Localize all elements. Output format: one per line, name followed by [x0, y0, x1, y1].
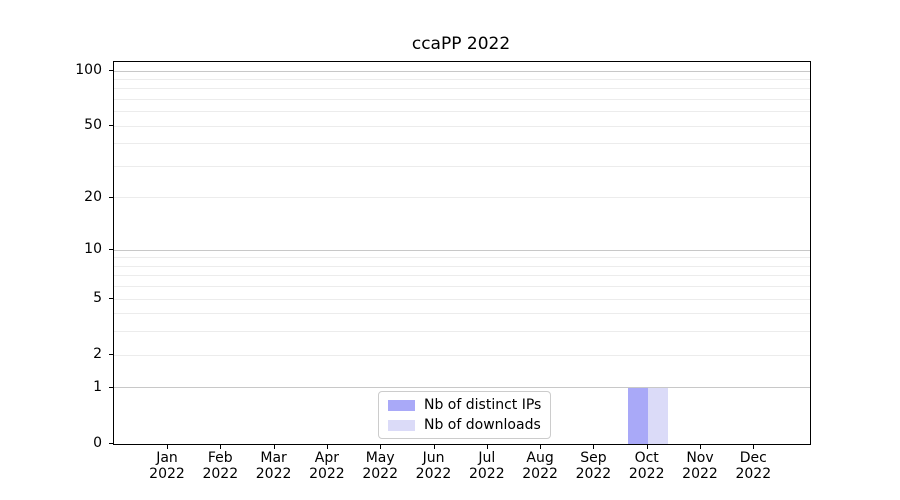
- y-gridline: [114, 125, 810, 127]
- y-gridline: [114, 387, 810, 389]
- x-tick-year: 2022: [682, 466, 718, 482]
- x-tick-month: Dec: [739, 450, 767, 466]
- legend-swatch-downloads-icon: [388, 419, 415, 431]
- x-tick-label: Jul 2022: [454, 450, 520, 482]
- x-tick-month: May: [365, 450, 395, 466]
- x-tick-year: 2022: [362, 466, 398, 482]
- x-tick-year: 2022: [575, 466, 612, 482]
- x-tick-month: Jun: [422, 450, 445, 466]
- y-gridline-minor: [114, 166, 810, 167]
- y-tick-label: 5: [93, 290, 102, 307]
- x-tick: [273, 445, 275, 449]
- legend-item-downloads: Nb of downloads: [388, 417, 541, 433]
- y-gridline-minor: [114, 275, 810, 277]
- y-gridline: [114, 197, 810, 199]
- bar-distinct-ips-oct: [627, 387, 648, 444]
- plot-area: [113, 61, 811, 445]
- y-gridline-minor: [114, 88, 810, 90]
- x-tick-year: 2022: [149, 466, 185, 482]
- y-gridline: [114, 249, 810, 251]
- x-tick: [486, 445, 488, 449]
- x-tick: [326, 445, 328, 449]
- y-tick: [109, 196, 113, 198]
- y-tick: [109, 354, 113, 356]
- x-tick-year: 2022: [735, 466, 772, 482]
- y-gridline: [114, 298, 810, 300]
- y-tick-label: 10: [84, 241, 102, 258]
- y-tick: [109, 443, 113, 444]
- bar-downloads-oct: [647, 387, 668, 444]
- x-tick-month: Jul: [478, 450, 496, 466]
- x-tick-month: Sep: [580, 450, 607, 466]
- x-tick-label: Jun 2022: [401, 450, 467, 482]
- x-tick-label: Feb 2022: [187, 450, 253, 482]
- x-tick-year: 2022: [522, 466, 558, 482]
- legend-label-downloads: Nb of downloads: [424, 417, 541, 433]
- x-tick-month: Nov: [686, 450, 714, 466]
- y-tick-label: 0: [93, 435, 102, 451]
- y-gridline-minor: [114, 331, 810, 333]
- y-tick: [109, 298, 113, 300]
- x-tick: [593, 445, 595, 449]
- x-tick-label: Aug 2022: [507, 450, 573, 482]
- x-tick-label: Sep 2022: [560, 450, 626, 482]
- x-tick: [646, 445, 648, 449]
- x-tick-label: Oct 2022: [614, 450, 680, 482]
- x-tick-year: 2022: [415, 466, 452, 482]
- x-tick-month: Feb: [207, 450, 233, 466]
- y-tick: [109, 70, 113, 72]
- x-tick-year: 2022: [468, 466, 505, 482]
- x-tick: [753, 445, 755, 449]
- y-tick: [109, 249, 113, 251]
- x-tick: [700, 445, 701, 449]
- chart-title: ccaPP 2022: [411, 34, 511, 54]
- y-tick-label: 2: [93, 346, 102, 363]
- x-tick-year: 2022: [309, 466, 345, 482]
- x-tick-month: Jan: [156, 450, 178, 466]
- x-tick: [220, 445, 222, 449]
- y-tick-label: 1: [93, 378, 102, 395]
- x-tick-label: Apr 2022: [294, 450, 360, 482]
- x-tick-month: Mar: [260, 450, 287, 466]
- y-tick: [109, 125, 113, 127]
- y-gridline: [114, 354, 810, 356]
- x-tick-label: May 2022: [347, 450, 413, 482]
- legend-swatch-distinct-ips-icon: [388, 399, 415, 411]
- y-gridline-minor: [114, 111, 810, 113]
- x-tick-year: 2022: [202, 466, 239, 482]
- x-tick-month: Oct: [634, 450, 659, 466]
- y-gridline-minor: [114, 313, 810, 315]
- x-tick-label: Jan 2022: [134, 450, 200, 482]
- x-tick-year: 2022: [628, 466, 665, 482]
- x-tick: [540, 445, 542, 449]
- y-gridline: [114, 70, 810, 72]
- x-tick: [433, 445, 435, 449]
- y-gridline-minor: [114, 78, 810, 80]
- x-tick-month: Aug: [526, 450, 554, 466]
- x-tick: [380, 445, 382, 449]
- y-tick-label: 50: [84, 117, 102, 134]
- x-tick-year: 2022: [255, 466, 292, 482]
- legend-item-distinct-ips: Nb of distinct IPs: [388, 397, 541, 413]
- x-tick-label: Dec 2022: [720, 450, 786, 482]
- x-tick: [167, 445, 168, 449]
- y-gridline-minor: [114, 99, 810, 101]
- legend-label-distinct-ips: Nb of distinct IPs: [424, 397, 542, 413]
- y-gridline-minor: [114, 257, 810, 259]
- x-tick-month: Apr: [314, 450, 339, 466]
- y-tick: [109, 386, 113, 388]
- y-gridline-minor: [114, 286, 810, 288]
- y-tick-label: 20: [84, 188, 102, 205]
- y-tick-label: 100: [75, 62, 102, 79]
- legend: Nb of distinct IPs Nb of downloads: [378, 391, 552, 439]
- y-gridline-minor: [114, 143, 810, 145]
- y-gridline-minor: [114, 265, 810, 267]
- x-tick-label: Nov 2022: [667, 450, 733, 482]
- x-tick-label: Mar 2022: [241, 450, 307, 482]
